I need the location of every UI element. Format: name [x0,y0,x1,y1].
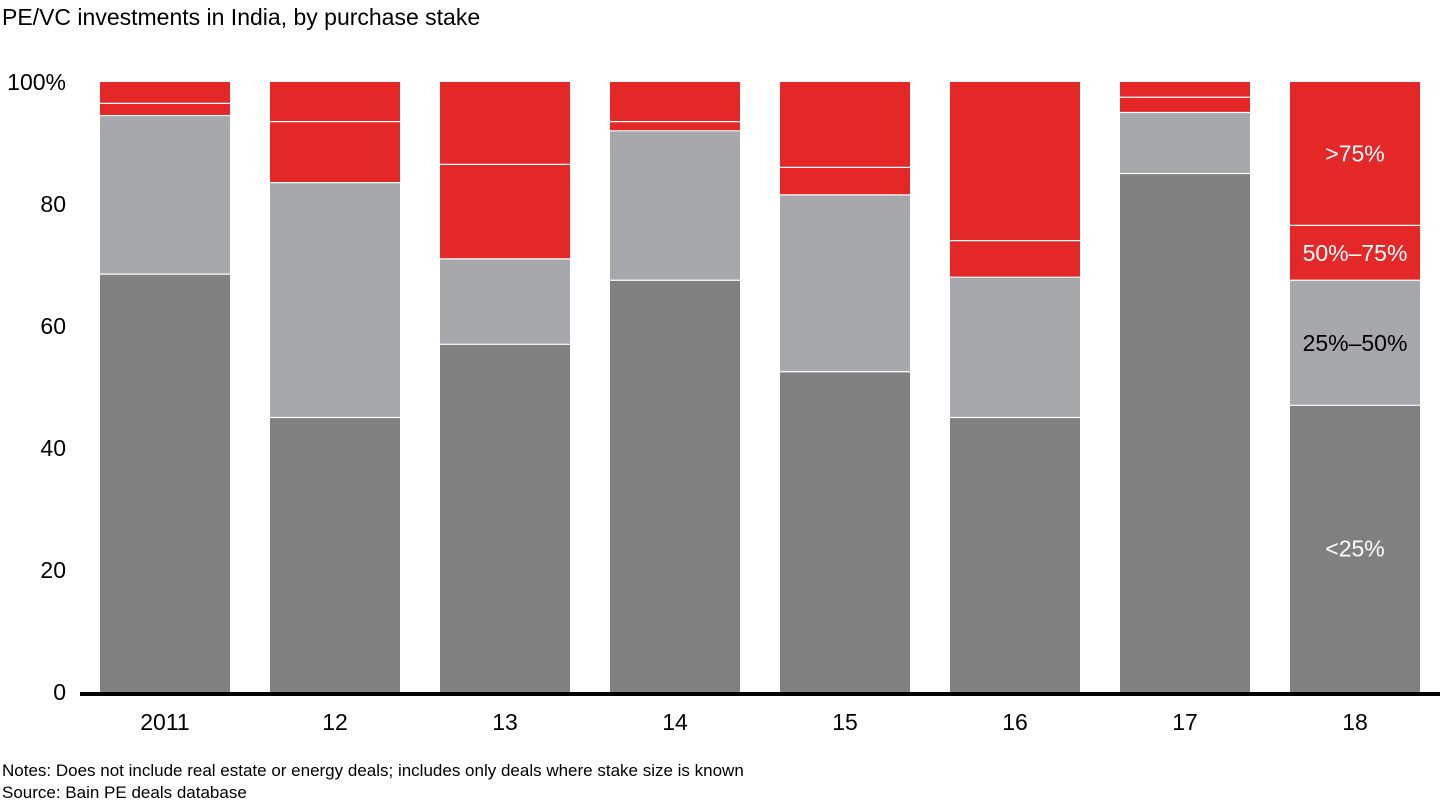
bar-segment [440,82,570,165]
y-tick-label: 20 [40,557,66,583]
bar-segment [780,371,910,692]
bar-segment [1120,82,1250,98]
x-axis-ticks: 2011 12 13 14 15 16 17 18 [140,709,1368,735]
chart-title: PE/VC investments in India, by purchase … [2,4,481,30]
footnotes: Notes: Does not include real estate or e… [2,760,744,804]
bar-segment [1290,225,1420,281]
bar-segment [1120,173,1250,692]
bar-segment [610,280,740,692]
x-tick-label: 15 [832,709,858,735]
bar-segment [100,103,230,116]
notes-text: Notes: Does not include real estate or e… [2,761,744,780]
bar-segment [100,274,230,692]
bar-segment [100,115,230,275]
bar-segment [780,194,910,372]
bar-segment [610,121,740,131]
bar-segment [270,82,400,122]
bar-segment [440,258,570,345]
segment-label: >75% [1325,141,1384,167]
segment-label: 25%–50% [1303,330,1408,356]
bar-segment [1120,97,1250,113]
segment-labels: <25% 25%–50% 50%–75% >75% [1303,141,1408,562]
bar-segment [610,82,740,122]
x-tick-label: 13 [492,709,518,735]
bar-segment [1290,405,1420,692]
bar-segment [1290,82,1420,226]
bar-segment [100,82,230,104]
bar-segment [950,240,1080,278]
bar-segment [950,82,1080,241]
y-tick-label: 60 [40,313,66,339]
x-tick-label: 16 [1002,709,1028,735]
bar-segment [440,164,570,259]
bar-segment [610,130,740,281]
bar-segment [1120,112,1250,174]
bar-segment [780,167,910,195]
y-tick-label: 0 [53,679,66,705]
bar-segment [270,417,400,692]
y-tick-label: 80 [40,191,66,217]
x-tick-label: 18 [1342,709,1368,735]
y-tick-label: 100% [7,69,66,95]
bar-segment [950,277,1080,418]
y-tick-label: 40 [40,435,66,461]
bar-segment [1290,280,1420,406]
segment-label: 50%–75% [1303,240,1408,266]
bar-segment [270,121,400,183]
bar-segment [270,182,400,418]
stacked-bar-chart: 0 20 40 60 80 100% <25% 25%–50% 50%–75% >75% 201… [7,69,1440,735]
y-axis-ticks: 0 20 40 60 80 100% [7,69,66,705]
source-text: Source: Bain PE deals database [2,783,247,802]
bar-segment [950,417,1080,692]
bar-segment [440,344,570,692]
x-tick-label: 17 [1172,709,1198,735]
bars [100,82,1420,692]
x-tick-label: 12 [322,709,348,735]
x-tick-label: 2011 [140,709,189,735]
x-tick-label: 14 [662,709,688,735]
segment-label: <25% [1325,536,1384,562]
bar-segment [780,82,910,168]
